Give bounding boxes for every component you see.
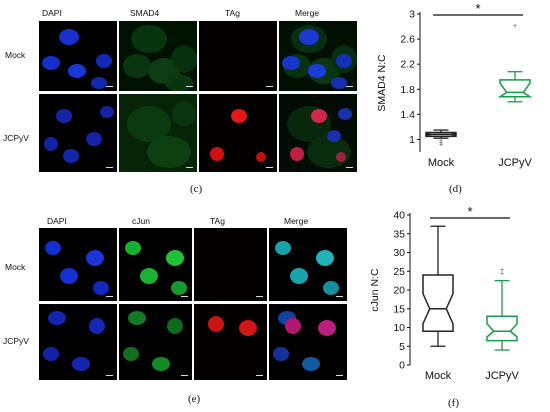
scale-bar (346, 166, 353, 168)
scale-bar (256, 295, 263, 297)
box-body (422, 274, 454, 332)
box-jcpyv: ++ (486, 267, 518, 351)
micrograph-dapi-mock-c (39, 21, 117, 91)
micrograph-tag-mock-c (199, 21, 277, 91)
micrograph-cjun-jcpyv (119, 304, 192, 380)
column-label-cjun: cJun (132, 216, 150, 226)
y-axis-label: SMAD4 N:C (376, 54, 388, 112)
column-label-tag-e: TAg (210, 216, 225, 226)
y-tick-label-2: 1.8 (400, 84, 415, 96)
micrograph-dapi-mock-e (39, 228, 117, 301)
micrograph-merge-jcpyv-c (279, 94, 357, 172)
box-body (425, 131, 457, 138)
y-axis-label: cJun N:C (370, 268, 381, 312)
outlier-1: + (439, 140, 443, 147)
column-label-merge-e: Merge (284, 216, 309, 226)
scale-bar (106, 295, 113, 297)
scale-bar (336, 374, 343, 376)
y-tick-label-4: 20 (393, 285, 405, 297)
outlier-0: + (439, 138, 443, 145)
scale-bar (256, 374, 263, 376)
outlier-0: + (513, 23, 517, 30)
panel-label-f: (f) (448, 397, 459, 409)
y-tick-label-6: 30 (393, 247, 405, 259)
y-tick-label-3: 2.2 (400, 59, 415, 71)
scale-bar (186, 166, 193, 168)
y-tick-label-7: 35 (393, 228, 405, 240)
panel-label-e: (e) (188, 393, 201, 405)
micrograph-merge-mock-e (269, 228, 347, 301)
scale-bar (181, 374, 188, 376)
box-mock: +++ (425, 129, 457, 149)
x-tick-label-mock: Mock (425, 370, 452, 382)
column-label-dapi-c: DAPI (42, 8, 62, 18)
y-tick-label-0: 0 (399, 360, 405, 372)
y-tick-label-0: 1 (409, 134, 415, 146)
scale-bar (266, 166, 273, 168)
row-label-mock-c: Mock (5, 50, 26, 60)
scale-bar (186, 85, 193, 87)
column-label-merge-c: Merge (295, 8, 320, 18)
outlier-0: + (500, 271, 504, 278)
micrograph-cjun-mock (119, 228, 192, 301)
micrograph-tag-jcpyv-c (199, 94, 277, 172)
micrograph-smad4-mock (119, 21, 197, 91)
y-tick-label-1: 5 (399, 341, 405, 353)
y-tick-label-5: 25 (393, 266, 405, 278)
y-tick-label-2: 10 (393, 322, 405, 334)
micrograph-tag-mock-e (194, 228, 267, 301)
micrograph-smad4-jcpyv (119, 94, 197, 172)
column-label-tag-c: TAg (225, 8, 240, 18)
micrograph-tag-jcpyv-e (194, 304, 267, 380)
row-label-jcpyv-c: JCPyV (3, 133, 29, 143)
scale-bar (106, 166, 113, 168)
panel-label-c: (c) (190, 183, 203, 195)
significance-asterisk: * (467, 205, 472, 219)
scale-bar (106, 374, 113, 376)
panel-label-d: (d) (449, 183, 462, 195)
x-tick-label-jcpyv: JCPyV (498, 157, 532, 169)
x-tick-label-mock: Mock (428, 157, 455, 169)
column-label-dapi-e: DAPI (47, 216, 67, 226)
scale-bar (266, 85, 273, 87)
scale-bar (336, 295, 343, 297)
significance-asterisk: * (475, 1, 480, 16)
x-tick-label-jcpyv: JCPyV (485, 370, 519, 382)
chart-f: 0 5 10 15 20 25 30 35 40 cJun N:C Mock JCPyV ++ * (370, 205, 519, 382)
box-mock (422, 225, 454, 347)
y-tick-label-3: 15 (393, 303, 405, 315)
micrograph-dapi-jcpyv-c (39, 94, 117, 172)
row-label-jcpyv-e: JCPyV (3, 336, 29, 346)
box-body (497, 79, 533, 98)
box-jcpyv: + (497, 23, 533, 103)
column-label-smad4: SMAD4 (130, 8, 160, 18)
y-tick-label-5: 3 (409, 9, 415, 21)
micrograph-dapi-jcpyv-e (39, 304, 117, 380)
box-body (486, 315, 518, 342)
micrograph-merge-jcpyv-e (269, 304, 347, 380)
scale-bar (181, 295, 188, 297)
outlier-2: + (439, 142, 443, 149)
y-tick-label-4: 2.6 (400, 34, 415, 46)
outlier-1: + (500, 267, 504, 274)
y-tick-label-1: 1.4 (400, 109, 415, 121)
micrograph-merge-mock-c (279, 21, 357, 91)
y-tick-label-8: 40 (393, 210, 405, 222)
row-label-mock-e: Mock (5, 262, 26, 272)
scale-bar (106, 85, 113, 87)
scale-bar (346, 85, 353, 87)
